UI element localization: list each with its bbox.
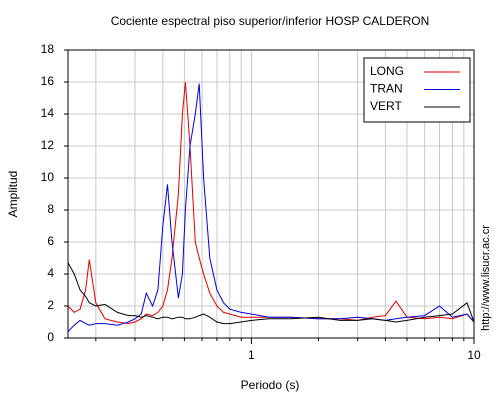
y-tick-label: 0 [47, 330, 54, 344]
plot-frame [67, 49, 475, 339]
y-tick-label: 14 [41, 106, 55, 120]
y-tick-label: 10 [41, 170, 55, 184]
x-axis-label: Periodo (s) [241, 378, 300, 392]
legend-label: LONG [370, 64, 404, 78]
y-tick-label: 18 [41, 42, 55, 56]
annotation: http://www.lisucr.ac.cr [480, 225, 492, 331]
y-tick-label: 8 [47, 202, 54, 216]
series-line [67, 262, 475, 325]
y-tick-label: 2 [47, 298, 54, 312]
x-tick-label: 1 [248, 348, 255, 362]
series-line [67, 81, 475, 325]
legend-label: TRAN [370, 82, 403, 96]
legend-label: VERT [370, 99, 402, 113]
y-tick-label: 12 [41, 138, 55, 152]
y-tick-label: 6 [47, 234, 54, 248]
x-tick-label: 10 [467, 348, 481, 362]
y-tick-label: 4 [47, 266, 54, 280]
y-axis-label: Amplitud [6, 171, 20, 218]
y-tick-label: 16 [41, 74, 55, 88]
chart-title: Cociente espectral piso superior/inferio… [111, 14, 430, 28]
